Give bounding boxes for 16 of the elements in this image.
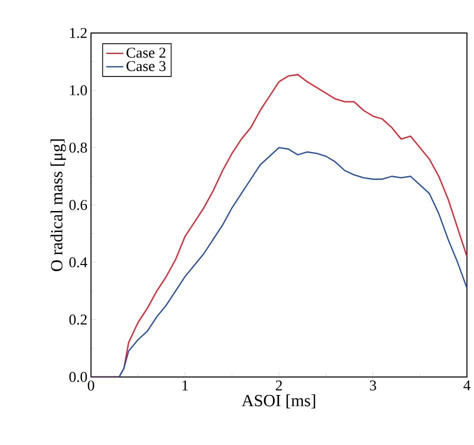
x-axis-title: ASOI [ms] — [242, 394, 316, 408]
x-tick-label: 1 — [182, 380, 188, 390]
x-tick-label: 3 — [370, 380, 376, 391]
y-tick-label: 0.8 — [69, 142, 87, 153]
y-tick-label: 0.0 — [69, 372, 87, 382]
y-tick-label: 0.6 — [69, 200, 88, 210]
x-tick-label: 4 — [464, 380, 470, 390]
y-tick-label: 0.2 — [69, 314, 87, 325]
y-tick-label: 1.0 — [70, 85, 87, 96]
x-tick-label: 0 — [88, 380, 94, 391]
legend-label: Case 3 — [126, 61, 166, 72]
legend-label: Case 2 — [126, 48, 166, 58]
y-tick-label: 0.4 — [69, 257, 88, 268]
x-tick-label: 2 — [276, 380, 282, 390]
y-axis-title: O radical mass [μg] — [50, 139, 66, 272]
y-tick-label: 1.2 — [70, 28, 87, 38]
